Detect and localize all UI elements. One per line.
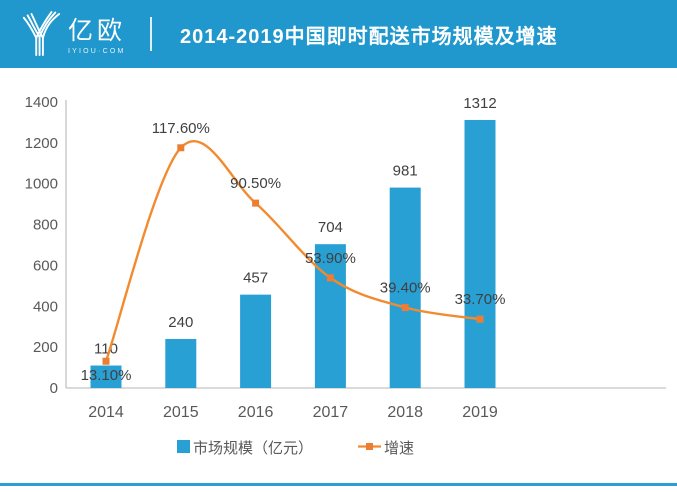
brand-subtitle: IYIOU·COM [68,48,126,55]
growth-value-label: 39.40% [380,280,431,297]
chart-area: 0 200 400 600 800 1000 1200 1400 110 240 457 704 981… [0,68,677,483]
growth-value-label: 33.70% [455,291,506,308]
brand-logo: 亿欧 IYIOU·COM [20,11,126,57]
growth-value-label: 53.90% [305,250,356,267]
header-divider [150,17,153,51]
bar [240,294,272,388]
growth-marker [401,304,409,312]
x-axis-label: 2016 [238,404,274,421]
iyiou-logo-icon [22,11,61,56]
bar [90,365,122,388]
x-axis-label: 2017 [313,404,349,421]
bar-value-label: 704 [318,219,343,236]
bar [165,338,197,388]
bar-value-label: 240 [168,314,193,331]
brand-text: 亿欧 IYIOU·COM [68,17,127,56]
x-axis-label: 2019 [462,404,498,421]
legend-label-line: 增速 [384,440,414,457]
growth-marker [252,199,260,207]
x-axis-label: 2018 [387,404,423,421]
growth-marker [476,315,484,323]
brand-name: 亿欧 [68,17,127,45]
y-tick-label: 1000 [25,176,58,193]
growth-value-label: 13.10% [81,367,132,384]
x-axis-label: 2014 [88,404,124,421]
bar [389,187,421,388]
combo-chart: 0 200 400 600 800 1000 1200 1400 110 240 457 704 981… [25,94,666,457]
growth-value-label: 90.50% [230,175,281,192]
y-tick-label: 600 [33,257,58,274]
legend-swatch-bar [177,440,190,453]
y-tick-label: 1400 [25,94,58,111]
header: 亿欧 IYIOU·COM 2014-2019中国即时配送市场规模及增速 [0,0,677,68]
bar-value-label: 110 [94,341,118,358]
y-tick-label: 1200 [25,135,58,152]
x-axis-label: 2015 [163,404,199,421]
bar-value-label: 457 [243,270,268,287]
y-tick-label: 0 [50,380,58,397]
legend-label-bar: 市场规模（亿元） [193,440,313,457]
bar [464,119,496,388]
growth-marker [177,144,185,152]
growth-marker [102,357,110,365]
y-tick-label: 800 [33,217,58,234]
page-title: 2014-2019中国即时配送市场规模及增速 [180,25,558,48]
growth-marker [326,274,334,282]
bottom-accent-line [0,483,677,486]
legend-marker [366,443,373,450]
growth-line [104,140,481,362]
bar-value-label: 1312 [463,95,496,112]
y-tick-label: 200 [33,339,58,356]
growth-value-label: 117.60% [152,120,210,137]
y-tick-label: 400 [33,298,58,315]
bar-value-label: 981 [393,163,418,180]
